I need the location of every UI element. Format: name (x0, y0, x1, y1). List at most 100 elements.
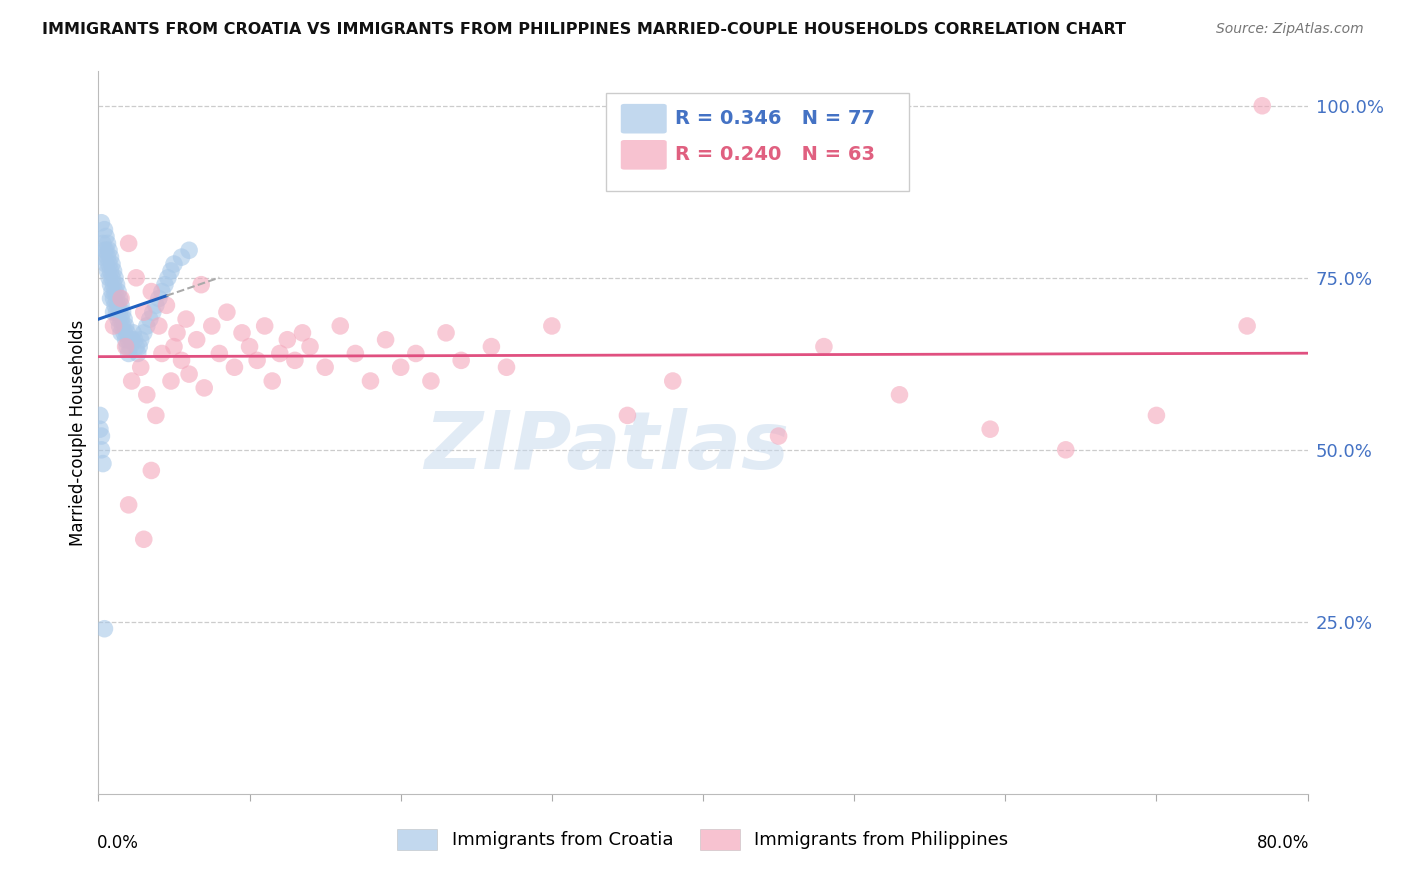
Point (115, 326, 138, 340)
Point (118, 346, 141, 360)
Text: 0.0%: 0.0% (97, 834, 139, 852)
Point (121, 374, 143, 388)
Text: ZIPatlas: ZIPatlas (423, 408, 789, 486)
Point (93, 244, 115, 258)
Point (389, 360, 412, 375)
Point (156, 270, 179, 285)
Point (110, 312, 132, 326)
Point (201, 318, 224, 333)
Point (108, 318, 131, 333)
Point (118, 333, 141, 347)
Point (495, 360, 517, 375)
Point (101, 257, 124, 271)
Point (128, 340, 150, 354)
Point (101, 270, 124, 285)
Point (105, 305, 128, 319)
Point (129, 333, 152, 347)
Point (118, 498, 141, 512)
Point (103, 292, 125, 306)
Point (481, 340, 503, 354)
Point (100, 292, 122, 306)
Point (160, 374, 183, 388)
Point (661, 374, 683, 388)
Point (96, 236, 118, 251)
Point (112, 312, 135, 326)
Point (239, 340, 262, 354)
Point (114, 333, 136, 347)
Point (246, 353, 269, 368)
Point (101, 285, 124, 299)
Point (174, 312, 197, 326)
Point (150, 285, 173, 299)
Point (166, 326, 188, 340)
Point (616, 409, 638, 423)
Point (179, 367, 201, 381)
Point (224, 360, 246, 375)
Point (100, 277, 122, 292)
Point (344, 346, 367, 360)
Point (129, 360, 152, 375)
Point (125, 340, 148, 354)
Point (111, 305, 134, 319)
Point (90, 429, 112, 443)
Text: R = 0.240   N = 63: R = 0.240 N = 63 (675, 145, 875, 164)
Point (163, 340, 186, 354)
Point (153, 277, 176, 292)
Point (104, 298, 127, 312)
Point (329, 318, 352, 333)
Point (121, 333, 143, 347)
Point (434, 326, 457, 340)
Point (160, 264, 183, 278)
Point (450, 353, 472, 368)
Point (118, 236, 141, 251)
Point (145, 298, 167, 312)
Point (98, 270, 121, 285)
Point (284, 353, 307, 368)
Point (114, 340, 136, 354)
FancyBboxPatch shape (621, 140, 666, 169)
Point (269, 346, 291, 360)
FancyBboxPatch shape (621, 103, 666, 134)
Point (100, 264, 122, 278)
Point (132, 305, 155, 319)
Point (148, 318, 170, 333)
Text: Source: ZipAtlas.com: Source: ZipAtlas.com (1216, 22, 1364, 37)
Text: IMMIGRANTS FROM CROATIA VS IMMIGRANTS FROM PHILIPPINES MARRIED-COUPLE HOUSEHOLDS: IMMIGRANTS FROM CROATIA VS IMMIGRANTS FR… (42, 22, 1126, 37)
Point (93, 622, 115, 636)
Point (360, 374, 382, 388)
Point (107, 298, 129, 312)
Point (1054, 442, 1077, 457)
Point (768, 429, 790, 443)
Point (231, 326, 253, 340)
Point (108, 305, 131, 319)
Point (155, 298, 177, 312)
Point (96, 250, 118, 264)
Point (104, 285, 127, 299)
Point (979, 422, 1001, 436)
Point (374, 333, 396, 347)
Point (193, 381, 215, 395)
Point (104, 270, 127, 285)
Legend: Immigrants from Croatia, Immigrants from Philippines: Immigrants from Croatia, Immigrants from… (391, 822, 1015, 857)
Point (103, 305, 125, 319)
Point (150, 346, 173, 360)
Point (107, 285, 129, 299)
Point (132, 533, 155, 547)
Point (120, 340, 142, 354)
Text: R = 0.346   N = 77: R = 0.346 N = 77 (675, 109, 875, 128)
Point (90, 216, 112, 230)
Point (148, 292, 170, 306)
Point (1144, 409, 1167, 423)
Point (186, 333, 208, 347)
Point (94, 257, 117, 271)
Point (110, 298, 132, 312)
Point (215, 305, 238, 319)
Text: 80.0%: 80.0% (1257, 834, 1309, 852)
Point (91, 457, 114, 471)
Point (276, 333, 298, 347)
Point (170, 250, 193, 264)
Y-axis label: Married-couple Households: Married-couple Households (69, 319, 87, 546)
Point (291, 326, 314, 340)
Point (89, 409, 111, 423)
Point (170, 353, 193, 368)
